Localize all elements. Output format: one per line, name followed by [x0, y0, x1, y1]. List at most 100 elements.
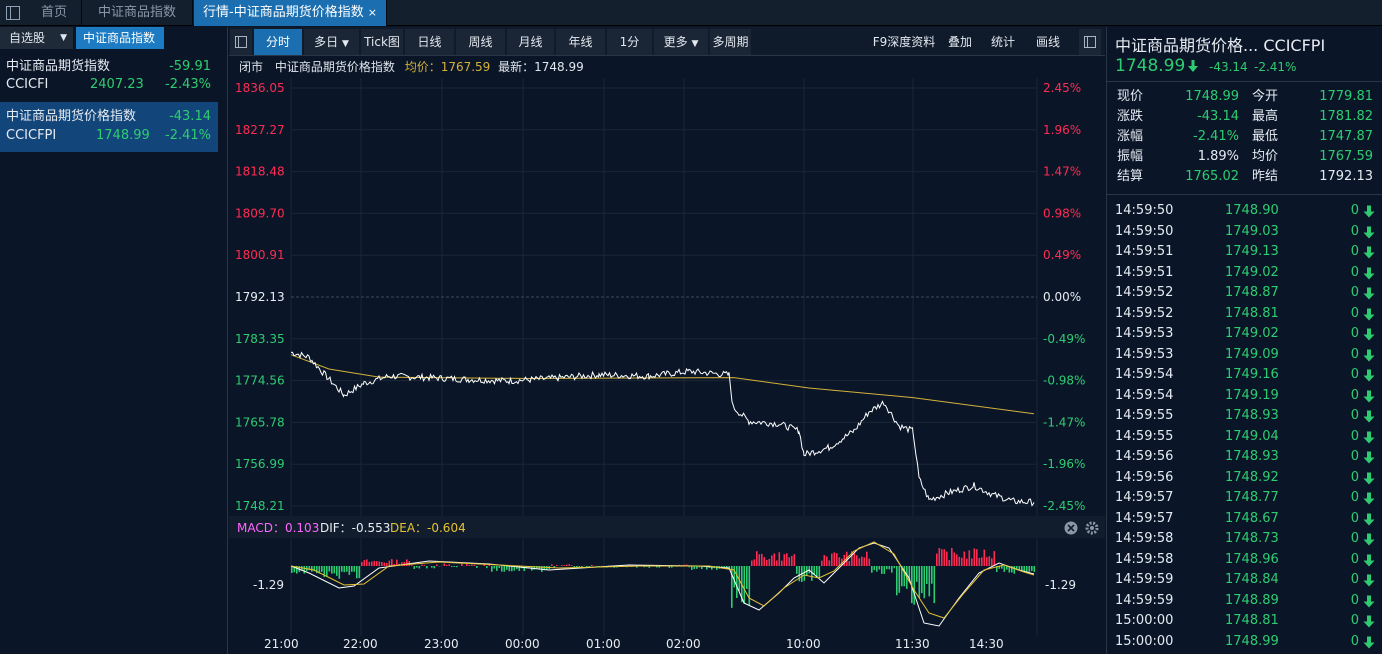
- y-tick-pct-label: 0.98%: [1043, 206, 1081, 220]
- commodity-index-button[interactable]: 中证商品指数: [76, 27, 164, 49]
- close-icon[interactable]: [1064, 521, 1078, 535]
- macd-bar: [526, 566, 528, 569]
- macd-bar: [988, 556, 991, 566]
- macd-bar: [348, 566, 351, 575]
- down-arrow-icon: [1363, 636, 1375, 648]
- list-item-selected[interactable]: 中证商品期货价格指数 -43.14 CCICFPI 1748.99 -2.41%: [0, 102, 218, 152]
- macd-bar: [1003, 566, 1006, 572]
- macd-bar: [528, 566, 531, 569]
- tab-intraday[interactable]: 分时: [254, 29, 302, 55]
- tick-price: 1748.92: [1225, 469, 1279, 485]
- tick-time: 14:59:51: [1115, 264, 1174, 280]
- quote-label: 昨结: [1252, 169, 1279, 184]
- tick-price: 1748.89: [1225, 592, 1279, 608]
- sidebar-toggle-icon[interactable]: [230, 29, 252, 55]
- chevron-down-icon: ▼: [60, 33, 67, 43]
- down-arrow-icon: [1363, 410, 1375, 423]
- tick-row: 14:59:59 1748.84 0: [1115, 570, 1382, 591]
- down-arrow-icon: [1363, 492, 1375, 505]
- more-dropdown[interactable]: 更多 ▼: [654, 29, 708, 55]
- macd-bar: [798, 566, 801, 582]
- macd-bar: [1018, 566, 1021, 570]
- tab-home[interactable]: 首页: [27, 0, 82, 26]
- macd-bar: [1023, 566, 1026, 572]
- tick-time: 14:59:59: [1115, 592, 1174, 608]
- macd-bar: [1008, 566, 1011, 573]
- stats-button[interactable]: 统计: [990, 35, 1015, 49]
- macd-bar: [831, 553, 833, 566]
- intraday-chart[interactable]: 1836.05 1827.27 1818.48 1809.70 1800.91 1792.…: [229, 78, 1105, 654]
- macd-bar: [486, 566, 488, 569]
- tab-weekly[interactable]: 周线: [456, 29, 505, 55]
- gear-icon[interactable]: [1085, 521, 1099, 535]
- macd-bar: [533, 566, 536, 570]
- tick-price: 1748.99: [1225, 633, 1279, 649]
- overlay-button[interactable]: 叠加: [947, 35, 972, 49]
- tick-row: 14:59:51 1749.13 0: [1115, 242, 1382, 263]
- macd-bar: [901, 566, 903, 587]
- panel-toggle-icon[interactable]: [1079, 29, 1101, 55]
- macd-bar: [571, 565, 573, 566]
- x-tick-label: 02:00: [666, 637, 701, 651]
- macd-bar: [468, 564, 471, 566]
- tab-multi-day[interactable]: 多日 ▼: [304, 29, 359, 55]
- macd-bar: [321, 566, 323, 572]
- down-arrow-icon: [1363, 431, 1375, 443]
- macd-bar: [1011, 566, 1013, 573]
- quote-value: 1.89%: [1197, 149, 1239, 164]
- tab-quote-active[interactable]: 行情-中证商品期货价格指数 ×: [194, 0, 387, 26]
- macd-bar: [568, 564, 571, 566]
- macd-bar: [578, 566, 581, 568]
- macd-bar: [871, 566, 873, 573]
- macd-bar: [431, 566, 433, 568]
- tick-time: 14:59:50: [1115, 203, 1174, 218]
- tab-multi-period[interactable]: 多周期: [710, 29, 751, 55]
- macd-bar: [953, 552, 956, 566]
- macd-bar: [766, 559, 768, 566]
- macd-bar: [516, 566, 518, 570]
- y-tick-label: 1783.35: [235, 332, 285, 346]
- y-tick-pct-label: -0.98%: [1043, 374, 1085, 388]
- macd-bar: [863, 557, 866, 566]
- x-tick-label: 21:00: [264, 637, 299, 651]
- tick-volume: 0: [1350, 285, 1359, 300]
- macd-bar: [668, 566, 671, 568]
- tab-1min[interactable]: 1分: [607, 29, 652, 55]
- list-item[interactable]: 中证商品期货指数 -59.91 CCICFI 2407.23 -2.43%: [0, 57, 218, 107]
- macd-bar: [291, 566, 293, 573]
- layout-toggle-icon[interactable]: [0, 0, 26, 26]
- y-tick-label: 1836.05: [235, 81, 285, 95]
- macd-bar: [761, 553, 763, 566]
- macd-bar: [513, 566, 516, 571]
- macd-bar: [966, 558, 968, 566]
- tab-tick[interactable]: Tick图: [361, 29, 403, 55]
- watchlist-dropdown[interactable]: 自选股 ▼: [0, 27, 73, 49]
- item-name: 中证商品期货指数: [6, 59, 111, 74]
- macd-bar: [873, 566, 876, 571]
- tab-commodity-index[interactable]: 中证商品指数: [82, 0, 193, 26]
- macd-bar: [946, 551, 948, 566]
- macd-bar: [783, 554, 786, 566]
- quote-value: 1779.81: [1319, 89, 1373, 104]
- macd-bar: [498, 566, 501, 569]
- tick-volume: 0: [1350, 244, 1359, 259]
- macd-bar: [658, 566, 661, 568]
- macd-bar: [376, 561, 378, 566]
- close-icon[interactable]: ×: [367, 6, 377, 19]
- tab-monthly[interactable]: 月线: [507, 29, 554, 55]
- f9-data-button[interactable]: F9深度资料: [872, 35, 936, 49]
- draw-button[interactable]: 画线: [1035, 35, 1060, 49]
- macd-bar: [336, 566, 338, 576]
- tab-yearly[interactable]: 年线: [556, 29, 605, 55]
- tick-volume: 0: [1350, 223, 1359, 239]
- quote-price: 1748.99: [1115, 56, 1186, 76]
- macd-bar: [488, 564, 491, 566]
- macd-bar: [923, 566, 926, 599]
- macd-bar: [813, 566, 816, 575]
- quote-row: 现价 1748.99 今开 1779.81: [1117, 87, 1379, 107]
- tab-daily[interactable]: 日线: [405, 29, 454, 55]
- tick-row: 14:59:55 1749.04 0: [1115, 427, 1382, 448]
- macd-bar: [1028, 566, 1031, 572]
- tick-row: 14:59:56 1748.92 0: [1115, 468, 1382, 489]
- tick-time: 14:59:57: [1115, 510, 1174, 526]
